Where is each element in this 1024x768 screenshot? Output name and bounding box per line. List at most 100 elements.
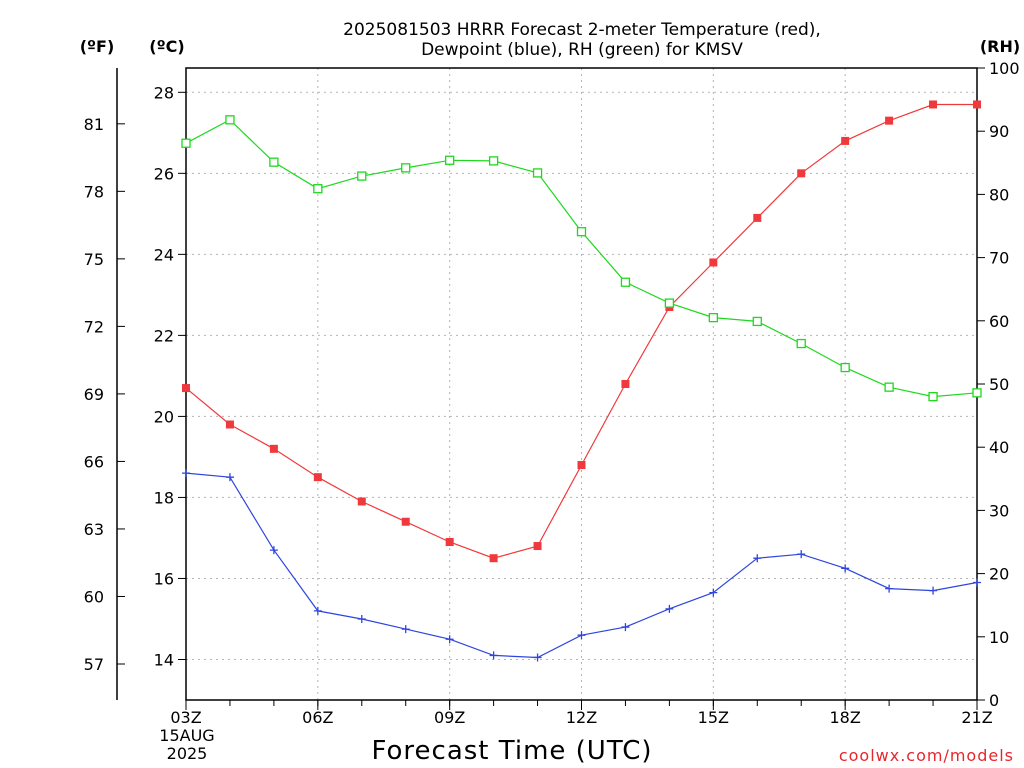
data-point-blue — [753, 554, 762, 563]
rh-tick-label: 70 — [989, 249, 1009, 268]
fahrenheit-tick-label: 75 — [84, 250, 104, 269]
data-point-red — [182, 384, 190, 393]
data-point-red — [577, 461, 586, 470]
data-point-blue — [665, 604, 674, 613]
series-line-red — [185, 103, 977, 559]
rh-tick-label: 20 — [989, 565, 1009, 584]
data-point-green — [884, 382, 894, 392]
celsius-tick-label: 28 — [154, 83, 174, 102]
data-point-red — [445, 538, 454, 546]
data-point-red — [973, 100, 981, 109]
data-point-red — [269, 444, 278, 453]
data-point-blue — [885, 584, 894, 593]
plot-frame — [185, 67, 978, 701]
data-point-green — [401, 163, 411, 173]
data-point-blue — [797, 550, 806, 559]
x-tick-label: 03Z — [170, 708, 201, 727]
grid — [186, 68, 977, 700]
celsius-unit-label: (ºC) — [149, 37, 184, 56]
credit-text: coolwx.com/models — [839, 746, 1014, 765]
data-point-green — [225, 115, 235, 125]
data-point-green — [488, 156, 499, 166]
rh-tick-label: 40 — [989, 438, 1009, 457]
data-point-green — [972, 388, 982, 398]
celsius-tick-label: 16 — [154, 569, 174, 588]
rh-tick-label: 60 — [989, 312, 1009, 331]
fahrenheit-tick-label: 66 — [84, 452, 104, 471]
date-label-year: 2025 — [167, 744, 208, 763]
date-label-day: 15AUG — [159, 726, 214, 745]
celsius-tick-label: 26 — [154, 164, 174, 183]
data-point-green — [269, 157, 279, 167]
data-point-blue — [841, 564, 850, 573]
series-line-green — [185, 119, 978, 398]
data-point-red — [401, 517, 410, 526]
celsius-tick-label: 18 — [154, 488, 174, 507]
rh-tick-label: 30 — [989, 501, 1009, 520]
data-point-red — [533, 542, 542, 551]
data-point-red — [753, 213, 762, 222]
fahrenheit-tick-label: 81 — [84, 115, 104, 134]
data-point-green — [620, 277, 631, 287]
rh-unit-label: (RH) — [980, 37, 1020, 56]
data-point-red — [929, 100, 938, 109]
data-point-green — [796, 338, 806, 349]
data-point-red — [885, 116, 894, 125]
data-point-blue — [489, 651, 498, 660]
data-point-green — [664, 298, 675, 308]
series-red — [182, 100, 981, 563]
data-point-green — [840, 362, 850, 373]
axes: 03Z 06Z 09Z 12Z 15Z 18Z 21Z 14 16 18 20 22 24 26 28 57 6… — [84, 59, 1020, 727]
data-point-green — [576, 227, 587, 237]
celsius-tick-label: 24 — [154, 245, 174, 264]
data-point-red — [225, 420, 234, 429]
data-point-red — [797, 169, 806, 178]
data-point-red — [709, 258, 718, 267]
series — [181, 100, 982, 662]
rh-tick-label: 80 — [989, 185, 1009, 204]
data-point-green — [752, 316, 762, 327]
data-point-blue — [401, 625, 410, 634]
data-point-red — [489, 554, 498, 563]
series-blue — [182, 469, 981, 662]
data-point-red — [841, 136, 850, 145]
rh-tick-label: 50 — [989, 375, 1009, 394]
fahrenheit-tick-label: 78 — [84, 182, 104, 201]
data-point-green — [357, 171, 367, 181]
x-axis-label: Forecast Time (UTC) — [371, 736, 652, 766]
x-tick-label: 06Z — [302, 708, 333, 727]
x-tick-label: 15Z — [698, 708, 729, 727]
data-point-green — [181, 138, 191, 148]
x-tick-label: 21Z — [961, 708, 992, 727]
chart-title: 2025081503 HRRR Forecast 2-meter Tempera… — [343, 20, 821, 60]
data-point-blue — [621, 623, 630, 632]
fahrenheit-tick-label: 60 — [84, 587, 104, 606]
rh-tick-label: 90 — [989, 122, 1009, 141]
fahrenheit-tick-label: 69 — [84, 385, 104, 404]
data-point-green — [928, 391, 938, 402]
chart-title-line-2: Dewpoint (blue), RH (green) for KMSV — [421, 40, 743, 60]
data-point-blue — [973, 578, 981, 587]
data-point-red — [357, 497, 366, 506]
data-point-blue — [445, 635, 454, 644]
rh-tick-label: 10 — [989, 628, 1009, 647]
data-point-blue — [313, 606, 322, 615]
fahrenheit-unit-label: (ºF) — [80, 37, 115, 56]
data-point-green — [445, 155, 455, 165]
data-point-green — [532, 168, 543, 178]
data-point-blue — [929, 586, 938, 595]
data-point-blue — [225, 473, 234, 482]
data-point-red — [621, 380, 630, 388]
data-point-blue — [533, 653, 542, 662]
celsius-tick-label: 20 — [154, 407, 174, 426]
data-point-blue — [577, 631, 586, 640]
data-point-blue — [709, 588, 718, 597]
celsius-tick-label: 14 — [154, 650, 174, 669]
data-point-blue — [182, 469, 190, 478]
chart-title-line-1: 2025081503 HRRR Forecast 2-meter Tempera… — [343, 20, 821, 40]
x-tick-label: 12Z — [566, 708, 597, 727]
fahrenheit-tick-label: 63 — [84, 520, 104, 539]
series-green — [181, 115, 982, 402]
fahrenheit-tick-label: 57 — [84, 655, 104, 674]
